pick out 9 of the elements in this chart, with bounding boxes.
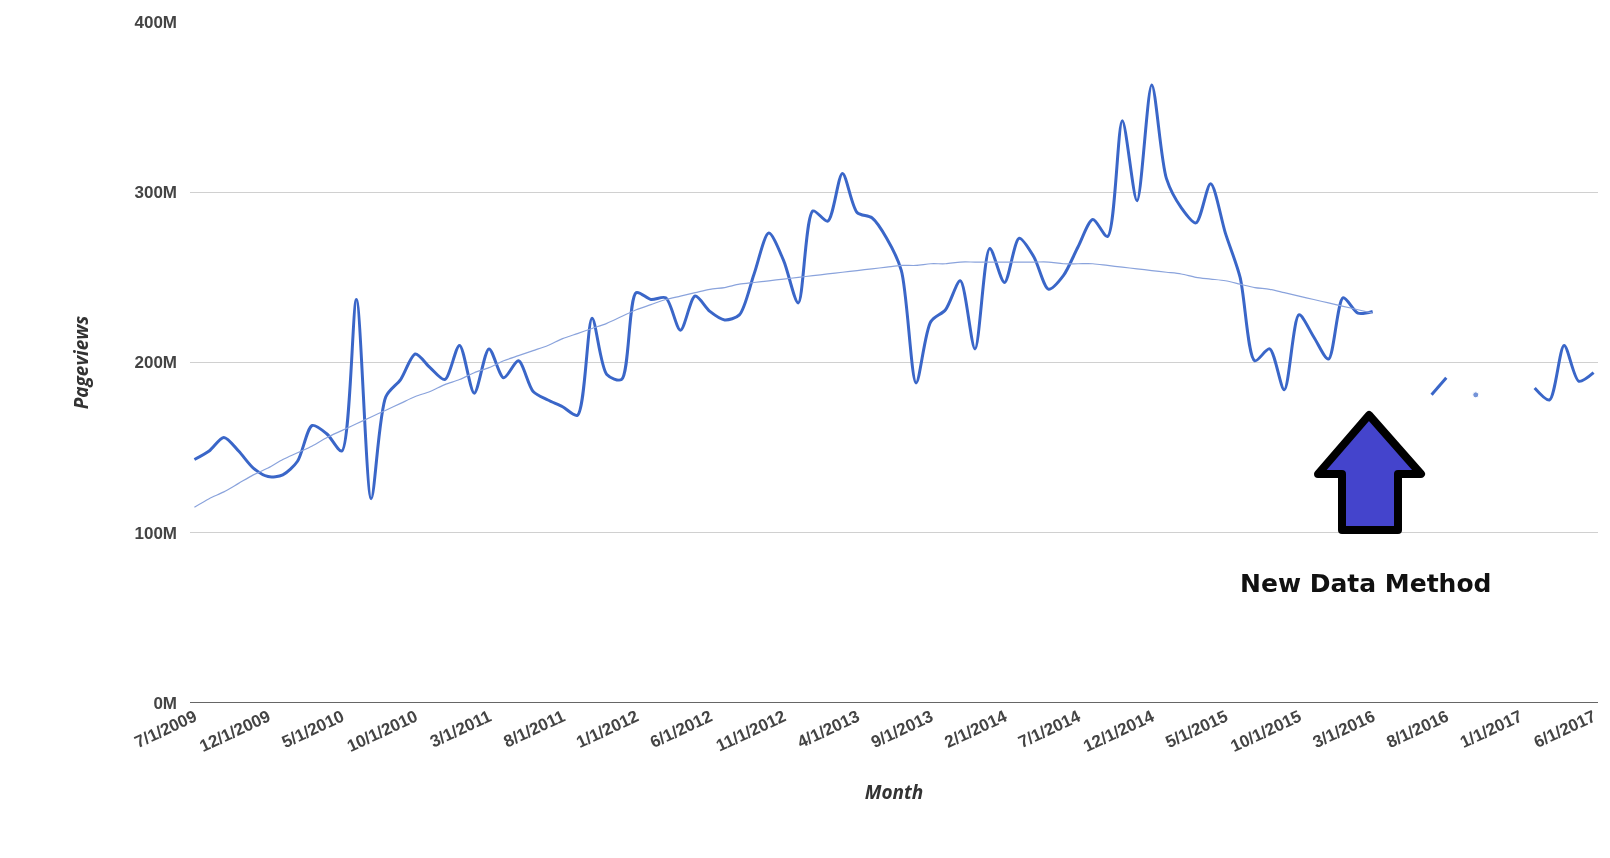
y-tick-label: 100M — [134, 523, 177, 543]
y-tick-label: 400M — [134, 12, 177, 32]
annotation: New Data Method — [1240, 569, 1492, 598]
line-series — [193, 261, 1374, 508]
x-axis-title: Month — [864, 778, 924, 805]
y-axis-title: Pageviews — [68, 315, 95, 410]
y-tick-label: 0M — [153, 693, 177, 713]
y-tick-label: 300M — [134, 183, 177, 203]
y-tick-label: 200M — [134, 353, 177, 373]
